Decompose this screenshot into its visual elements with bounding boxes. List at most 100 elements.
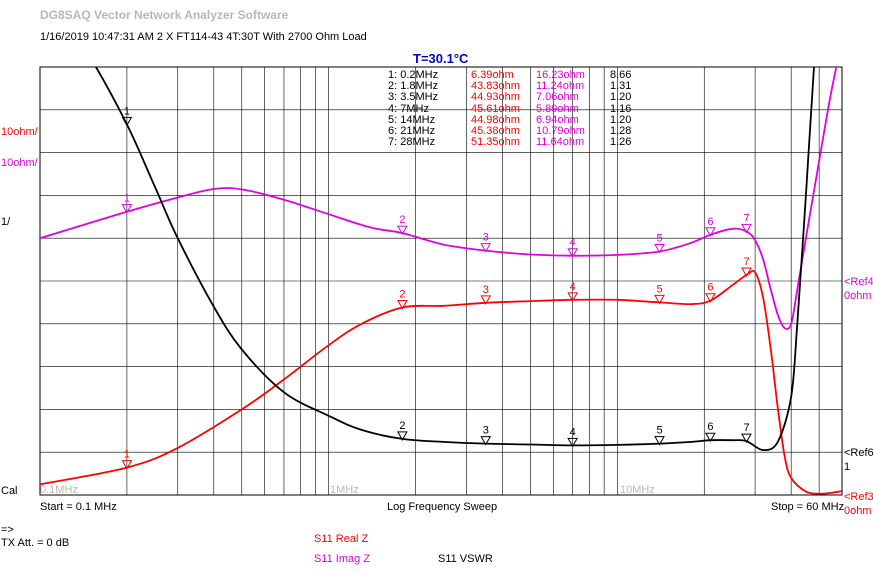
marker-freq: 4: 7MHz xyxy=(388,102,429,115)
marker-imag: 16.23ohm xyxy=(536,69,585,81)
ref3-value: 0ohm xyxy=(844,505,872,517)
sweep-start-label: Start = 0.1 MHz xyxy=(40,501,117,513)
marker-freq: 7: 28MHz xyxy=(388,136,436,149)
x-tick-label: 10MHz xyxy=(620,484,655,496)
marker-triangle xyxy=(705,432,716,443)
measurement-subtitle: 1/16/2019 10:47:31 AM 2 X FT114-43 4T:30… xyxy=(40,31,367,43)
marker-real: 45.38ohm xyxy=(471,124,520,137)
marker-triangle xyxy=(741,433,752,444)
marker-triangle xyxy=(705,227,716,237)
marker-imag: 5.89ohm xyxy=(536,102,579,115)
marker-number: 5 xyxy=(657,425,663,437)
marker-triangle xyxy=(480,436,492,446)
marker-freq: 6: 21MHz xyxy=(388,124,436,137)
marker-imag: 10.79ohm xyxy=(536,124,585,137)
marker-vswr: 1.26 xyxy=(610,136,632,149)
marker-number: 6 xyxy=(707,421,713,433)
marker-vswr: 1.16 xyxy=(610,102,632,115)
marker-imag: 11.24ohm xyxy=(536,80,585,93)
marker-number: 4 xyxy=(570,281,576,293)
marker-triangle xyxy=(654,243,665,254)
marker-triangle xyxy=(480,243,492,253)
marker-triangle xyxy=(741,223,752,234)
marker-layer: 1 2 3 4 5 6 7 1 2 3 4 5 6 7 1 2 3 4 5 6 7 xyxy=(121,105,752,470)
marker-number: 1 xyxy=(124,193,130,205)
imag-scale-label: 10ohm/ xyxy=(1,157,38,169)
marker-number: 4 xyxy=(570,237,576,249)
series-layer xyxy=(40,67,842,495)
marker-number: 5 xyxy=(657,283,663,295)
real-z-line xyxy=(40,270,842,495)
marker-number: 4 xyxy=(570,426,576,438)
marker-triangle xyxy=(121,116,133,127)
app-title: DG8SAQ Vector Network Analyzer Software xyxy=(40,8,289,22)
ref6-label: <Ref6 xyxy=(844,447,873,459)
legend-imag-z[interactable]: S11 Imag Z xyxy=(314,553,371,565)
legend-vswr[interactable]: S11 VSWR xyxy=(438,553,493,565)
marker-vswr: 1.20 xyxy=(610,91,632,104)
marker-triangle xyxy=(567,248,578,258)
marker-number: 3 xyxy=(483,232,489,244)
legend-real-z[interactable]: S11 Real Z xyxy=(314,533,369,545)
cal-label: Cal xyxy=(1,485,18,497)
ref4-label: <Ref4 xyxy=(844,276,873,288)
x-tick-label: 1MHz xyxy=(330,484,359,496)
marker-real: 45.61ohm xyxy=(471,102,520,115)
marker-freq: 1: 0.2MHz xyxy=(388,69,439,81)
marker-triangle xyxy=(480,295,492,305)
marker-real: 44.98ohm xyxy=(471,113,520,126)
marker-vswr: 1.28 xyxy=(610,124,632,137)
marker-triangle xyxy=(654,436,665,446)
marker-real: 44.93ohm xyxy=(471,91,520,104)
marker-imag: 6.94ohm xyxy=(536,113,579,126)
marker-triangle xyxy=(705,293,716,303)
marker-triangle xyxy=(741,267,752,278)
marker-triangle xyxy=(397,431,408,441)
marker-triangle xyxy=(121,460,133,470)
marker-number: 7 xyxy=(743,212,749,224)
marker-triangle xyxy=(654,294,665,305)
marker-number: 3 xyxy=(483,425,489,437)
marker-triangle xyxy=(397,300,408,310)
marker-number: 2 xyxy=(399,214,405,226)
marker-number: 6 xyxy=(707,216,713,228)
plot-grid xyxy=(40,67,842,495)
marker-real: 51.35ohm xyxy=(471,136,520,149)
sweep-mode-label: Log Frequency Sweep xyxy=(387,501,498,513)
marker-number: 6 xyxy=(707,282,713,294)
x-tick-label: 0.1MHz xyxy=(40,484,78,496)
imag-z-line xyxy=(40,67,838,330)
marker-vswr: 1.20 xyxy=(610,113,632,126)
marker-real: 43.83ohm xyxy=(471,80,520,93)
marker-number: 1 xyxy=(124,449,130,461)
marker-number: 3 xyxy=(483,284,489,296)
marker-imag: 11.64ohm xyxy=(536,136,585,149)
marker-number: 1 xyxy=(124,105,130,117)
real-scale-label: 10ohm/ xyxy=(1,126,38,138)
marker-vswr: 1.31 xyxy=(610,80,632,93)
vswr-scale-label: 1/ xyxy=(1,216,11,228)
vswr-line xyxy=(94,67,815,452)
marker-number: 7 xyxy=(743,422,749,434)
temperature-readout: T=30.1°C xyxy=(413,51,469,66)
ref4-value: 0ohm xyxy=(844,290,872,302)
marker-freq: 3: 3.5MHz xyxy=(388,91,439,104)
marker-freq: 2: 1.8MHz xyxy=(388,80,439,93)
arrow-indicator: => xyxy=(1,524,14,536)
sweep-stop-label: Stop = 60 MHz xyxy=(771,501,845,513)
tx-attenuation: TX Att. = 0 dB xyxy=(1,537,70,549)
marker-freq: 5: 14MHz xyxy=(388,113,436,126)
marker-real: 6.39ohm xyxy=(471,69,514,81)
marker-vswr: 8.66 xyxy=(610,69,632,81)
ref6-value: 1 xyxy=(844,461,851,473)
marker-number: 5 xyxy=(657,232,663,244)
marker-number: 2 xyxy=(399,420,405,432)
marker-number: 2 xyxy=(399,289,405,301)
marker-imag: 7.06ohm xyxy=(536,91,579,104)
marker-triangle xyxy=(121,204,133,214)
marker-number: 7 xyxy=(743,256,749,268)
marker-triangle xyxy=(397,225,408,236)
ref3-label: <Ref3 xyxy=(844,491,873,503)
marker-triangle xyxy=(567,292,578,302)
